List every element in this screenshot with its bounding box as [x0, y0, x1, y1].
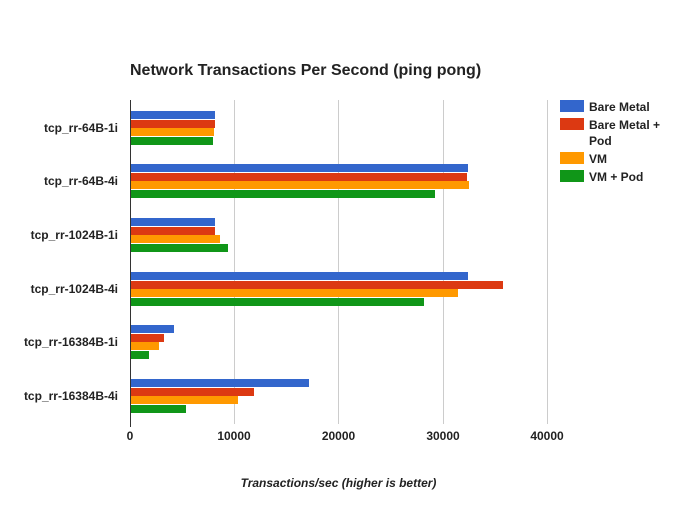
category-label: tcp_rr-1024B-4i: [30, 282, 118, 296]
x-tick-label: 20000: [321, 429, 356, 443]
bar[interactable]: [131, 226, 215, 235]
bar[interactable]: [131, 128, 214, 136]
bar[interactable]: [131, 243, 228, 252]
legend-label: VM: [589, 152, 607, 166]
category-label: tcp_rr-16384B-4i: [23, 389, 118, 403]
bar[interactable]: [131, 342, 159, 350]
bar[interactable]: [131, 119, 215, 128]
legend: Bare Metal Bare Metal + Pod VM VM + Pod: [560, 99, 677, 187]
y-axis-line: [130, 100, 131, 427]
bar[interactable]: [131, 379, 309, 387]
gridline: [234, 100, 235, 424]
bar[interactable]: [131, 387, 254, 396]
legend-item-vm[interactable]: VM: [560, 151, 677, 167]
bar[interactable]: [131, 181, 469, 189]
category-label: tcp_rr-64B-4i: [43, 174, 118, 188]
legend-label: VM + Pod: [589, 170, 644, 184]
chart-title: Network Transactions Per Second (ping po…: [130, 62, 482, 79]
bar[interactable]: [131, 280, 503, 289]
gridline: [547, 100, 548, 424]
legend-item-vm-pod[interactable]: VM + Pod: [560, 169, 677, 185]
bar[interactable]: [131, 404, 186, 413]
legend-item-bare-metal-pod[interactable]: Bare Metal + Pod: [560, 117, 669, 149]
x-axis-title: Transactions/sec (higher is better): [240, 476, 437, 490]
bar[interactable]: [131, 297, 424, 306]
category-label: tcp_rr-16384B-1i: [23, 335, 118, 349]
bar[interactable]: [131, 218, 215, 226]
x-tick-label: 0: [126, 429, 134, 443]
legend-label: Bare Metal + Pod: [589, 118, 661, 148]
legend-label: Bare Metal: [589, 100, 650, 114]
category-label: tcp_rr-64B-1i: [43, 121, 118, 135]
category-label: tcp_rr-1024B-1i: [30, 228, 118, 242]
legend-swatch: [560, 170, 584, 182]
bar[interactable]: [131, 136, 213, 145]
gridline: [338, 100, 339, 424]
x-tick-label: 10000: [217, 429, 251, 443]
bar[interactable]: [131, 333, 164, 342]
legend-swatch: [560, 100, 584, 112]
x-tick-label: 40000: [530, 429, 564, 443]
bar[interactable]: [131, 272, 468, 280]
bar[interactable]: [131, 189, 435, 198]
legend-swatch: [560, 152, 584, 164]
bar[interactable]: [131, 235, 220, 243]
bar[interactable]: [131, 172, 467, 181]
legend-item-bare-metal[interactable]: Bare Metal: [560, 99, 677, 115]
bar[interactable]: [131, 325, 174, 333]
x-tick-label: 30000: [426, 429, 460, 443]
bar[interactable]: [131, 396, 238, 404]
gridline: [443, 100, 444, 424]
bar[interactable]: [131, 350, 149, 359]
bar[interactable]: [131, 289, 458, 297]
bar[interactable]: [131, 164, 468, 172]
plot-area: [130, 100, 570, 427]
legend-swatch: [560, 118, 584, 130]
bar[interactable]: [131, 111, 215, 119]
